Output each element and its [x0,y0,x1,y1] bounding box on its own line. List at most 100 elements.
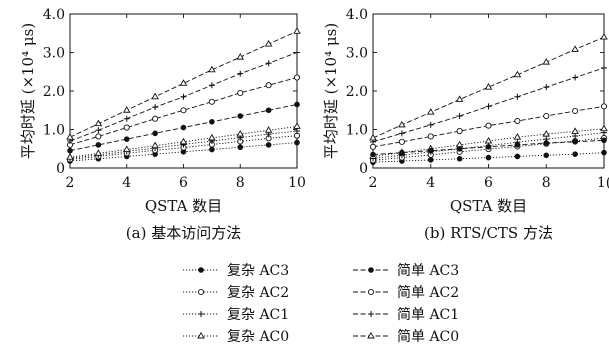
legend-marker [367,331,375,339]
data-point [66,153,74,160]
legend-marker [198,267,204,273]
y-tick-label: 2.0 [43,84,65,100]
x-tick-label: 8 [542,175,551,191]
data-point [265,142,272,148]
data-point [542,130,551,137]
legend-item: 复杂 AC0 [183,328,289,345]
data-point [152,115,159,122]
series-b-5 [370,137,607,158]
x-tick-label: 1( [597,175,609,191]
legend-item: 简单 AC2 [353,284,459,301]
data-point [208,82,215,89]
data-point [514,93,521,100]
x-tick-label: 2 [66,175,75,191]
data-point [94,149,103,156]
x-axis-label: QSTA 数目 [145,197,222,215]
x-axis-label: QSTA 数目 [450,197,527,215]
data-point [513,133,522,140]
data-point [208,98,215,105]
data-point [543,152,550,159]
data-point [95,133,102,140]
data-point [294,128,300,135]
data-point [151,92,159,100]
data-point [294,139,300,146]
data-point [237,70,244,77]
legend-label: 复杂 AC0 [227,328,289,345]
data-point [293,122,301,129]
legend-label: 复杂 AC1 [227,306,289,323]
data-point [237,113,244,119]
series-b-7 [370,64,607,145]
series-b-6 [369,103,608,150]
data-point [152,130,158,137]
chart-caption: (b) RTS/CTS 方法 [424,224,553,242]
x-tick-label: 10 [288,175,306,191]
data-point [265,82,272,89]
chart-caption: (a) 基本访问方法 [126,224,241,242]
data-point [484,136,493,144]
data-point [95,127,102,134]
data-point [543,112,550,120]
y-axis-label: 平均时延 (×10⁴ μs) [19,23,37,159]
y-tick-label: 1.0 [346,123,368,139]
legend-label: 简单 AC0 [397,328,459,345]
series-a-5 [67,101,300,154]
data-point [571,127,579,134]
data-point [600,103,608,110]
x-tick-label: 4 [122,175,131,191]
data-point [543,84,550,91]
data-point [398,130,405,137]
data-point [237,144,244,151]
data-point [293,27,301,34]
data-point [67,147,73,154]
legend-label: 简单 AC1 [397,306,459,323]
data-point [95,142,102,148]
series-b-8 [369,32,608,141]
data-point [179,79,188,86]
legend-label: 复杂 AC3 [227,262,289,279]
data-point [180,107,187,114]
data-point [427,133,434,140]
legend-marker [368,311,374,317]
data-point [123,115,130,122]
data-point [572,107,579,115]
data-point [543,140,550,146]
data-point [513,70,522,78]
data-point [179,137,188,145]
series-line [69,30,298,138]
data-point [542,58,551,65]
data-point [572,133,579,140]
data-point [265,60,272,67]
y-tick-label: 0 [56,161,65,177]
data-point [265,107,272,114]
data-point [264,126,273,133]
series-line [69,142,298,162]
data-point [456,145,463,152]
data-point [456,127,463,135]
data-point [398,138,405,145]
series-a-8 [66,27,301,140]
series-line [69,77,298,146]
legend-item: 简单 AC1 [353,306,459,323]
data-point [399,149,405,156]
legend-marker [197,288,205,296]
legend-marker [368,267,374,273]
series-a-6 [66,74,301,148]
data-point [370,151,376,158]
data-point [485,144,492,150]
legend-item: 简单 AC3 [353,262,459,279]
data-point [180,124,187,131]
data-point [514,142,521,148]
x-tick-label: 2 [369,175,378,191]
data-point [572,151,578,157]
legend-item: 复杂 AC2 [183,284,289,301]
y-tick-label: 0 [359,161,368,177]
data-point [485,154,492,161]
data-point [456,113,463,120]
x-tick-label: 8 [236,175,245,191]
data-point [123,136,130,142]
data-point [485,103,492,110]
data-point [571,45,579,52]
legend-marker [197,331,205,339]
data-point [236,53,245,60]
